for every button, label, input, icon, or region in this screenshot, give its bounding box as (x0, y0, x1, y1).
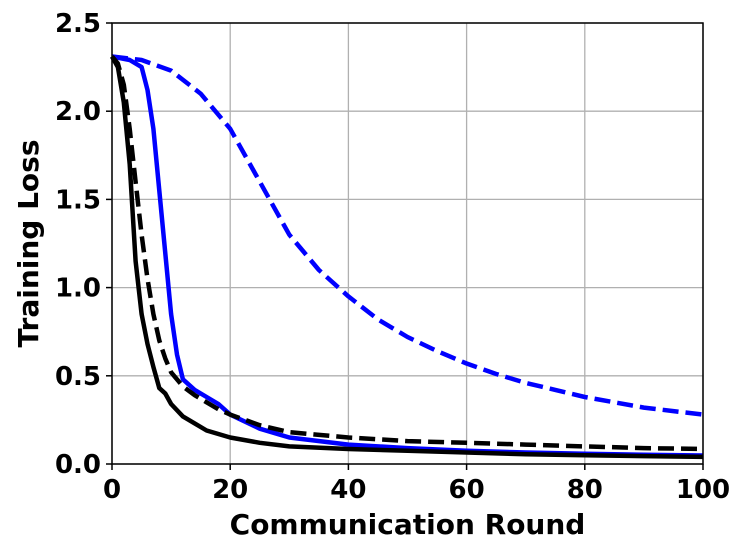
y-tick-label: 1.5 (55, 185, 101, 215)
y-tick-label: 2.5 (55, 9, 101, 39)
y-tick-label: 2.0 (55, 97, 101, 127)
ticks: 0 20 40 60 80 100 0.0 0.5 1.0 1.5 2.0 2.5 (55, 9, 730, 505)
y-axis-label: Training Loss (12, 140, 45, 348)
x-tick-label: 80 (567, 475, 603, 505)
x-tick-label: 40 (330, 475, 366, 505)
series-lines (110, 54, 704, 460)
y-tick-label: 0.5 (55, 362, 101, 392)
series-line-4 (110, 55, 704, 460)
x-axis-label: Communication Round (230, 508, 586, 541)
plot-frame (111, 22, 704, 465)
x-tick-label: 60 (449, 475, 485, 505)
series-line-2 (111, 54, 704, 458)
series-line-3 (110, 55, 704, 452)
x-tick-label: 20 (212, 475, 248, 505)
grid (111, 22, 704, 465)
x-tick-label: 100 (676, 475, 730, 505)
series-line-1 (111, 54, 704, 417)
x-tick-label: 0 (103, 475, 121, 505)
y-tick-label: 0.0 (55, 450, 101, 480)
y-tick-label: 1.0 (55, 274, 101, 304)
